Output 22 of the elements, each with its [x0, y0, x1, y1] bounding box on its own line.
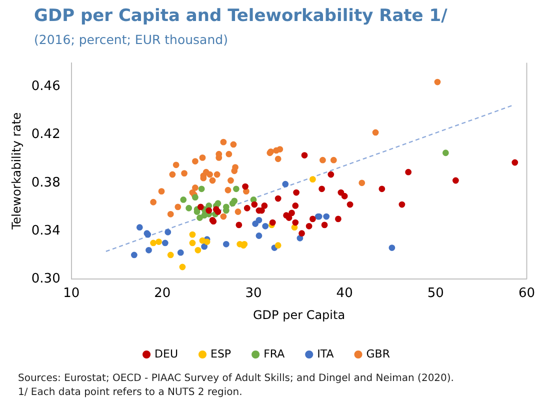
text: 1/ Each data point refers to a NUTS 2 region.: [18, 386, 244, 400]
legend-label: GBR: [366, 347, 390, 360]
legend-label: DEU: [154, 347, 178, 360]
y-tick-label: 0.38: [31, 175, 60, 190]
legend-label: FRA: [264, 347, 286, 360]
x-tick-label: 40: [336, 286, 353, 302]
y-tick-label: 0.46: [31, 79, 60, 94]
y-tick-label: 0.30: [31, 271, 60, 286]
y-tick-label: 0.34: [31, 223, 60, 238]
x-tick-label: 60: [518, 286, 535, 302]
source-note: Sources: Eurostat; OECD - PIAAC Survey of Adult Skills; and Dingel and Neiman (2020).: [18, 372, 454, 386]
x-tick-label: 50: [427, 286, 444, 302]
legend-label: ITA: [317, 347, 334, 360]
legend-label: ESP: [210, 347, 232, 360]
x-tick-label: 20: [154, 286, 171, 302]
chart-subtitle: (2016; percent; EUR thousand): [34, 32, 228, 47]
x-tick-label: 10: [63, 286, 80, 302]
chart-title: GDP per Capita and Teleworkability Rate 1/: [34, 6, 448, 26]
x-axis-title: GDP per Capita: [252, 308, 346, 322]
y-tick-label: 0.42: [31, 127, 60, 142]
y-axis-title: Teleworkability rate: [9, 112, 24, 230]
x-tick-label: 30: [245, 286, 262, 302]
